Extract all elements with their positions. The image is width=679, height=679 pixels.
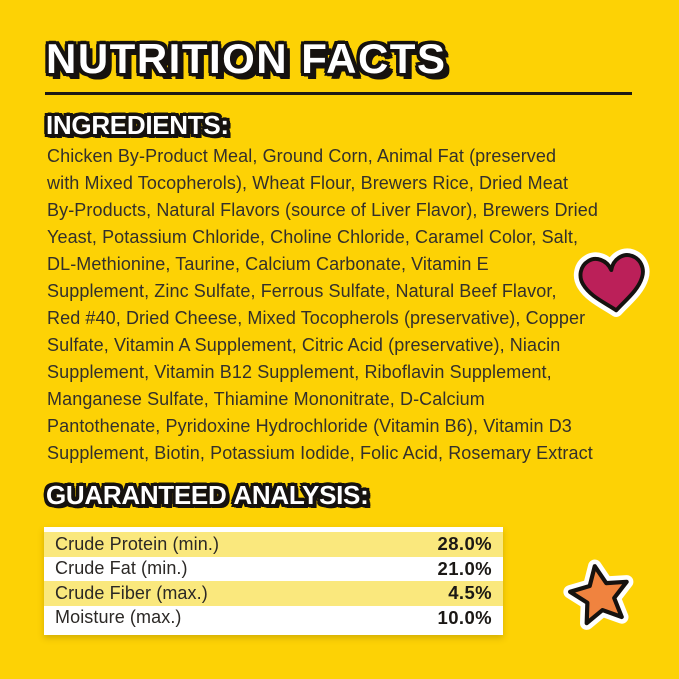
ingredients-heading: INGREDIENTS:	[46, 110, 229, 140]
table-row: Moisture (max.) 10.0%	[44, 606, 503, 631]
ingredients-text: Chicken By-Product Meal, Ground Corn, An…	[47, 143, 598, 467]
ingredients-line: Manganese Sulfate, Thiamine Mononitrate,…	[47, 389, 485, 409]
analysis-row-label: Crude Fiber (max.)	[55, 582, 208, 603]
page-title: NUTRITION FACTS	[46, 35, 447, 82]
heart-icon	[570, 241, 657, 328]
ingredients-line: By-Products, Natural Flavors (source of …	[47, 200, 598, 220]
ingredients-line: Supplement, Biotin, Potassium Iodide, Fo…	[47, 443, 593, 463]
analysis-row-label: Moisture (max.)	[55, 607, 182, 628]
ingredients-line: Supplement, Zinc Sulfate, Ferrous Sulfat…	[47, 281, 557, 301]
analysis-row-value: 10.0%	[437, 606, 492, 628]
guaranteed-analysis-table: Crude Protein (min.) 28.0% Crude Fat (mi…	[44, 527, 503, 635]
ingredients-line: Red #40, Dried Cheese, Mixed Tocopherols…	[47, 308, 586, 328]
star-icon	[551, 547, 648, 644]
guaranteed-analysis-heading: GUARANTEED ANALYSIS:	[46, 480, 369, 510]
ingredients-line: Supplement, Vitamin B12 Supplement, Ribo…	[47, 362, 552, 382]
ingredients-line: Yeast, Potassium Chloride, Choline Chlor…	[47, 227, 579, 247]
table-row: Crude Fiber (max.) 4.5%	[44, 581, 503, 606]
table-row: Crude Protein (min.) 28.0%	[44, 532, 503, 557]
ingredients-line: Pantothenate, Pyridoxine Hydrochloride (…	[47, 416, 572, 436]
analysis-row-value: 21.0%	[437, 557, 492, 579]
table-row: Crude Fat (min.) 21.0%	[44, 557, 503, 582]
ingredients-line: Sulfate, Vitamin A Supplement, Citric Ac…	[47, 335, 561, 355]
analysis-row-value: 28.0%	[437, 533, 492, 555]
title-divider	[45, 92, 632, 95]
analysis-row-value: 4.5%	[448, 582, 492, 604]
ingredients-line: Chicken By-Product Meal, Ground Corn, An…	[47, 146, 557, 166]
ingredients-line: with Mixed Tocopherols), Wheat Flour, Br…	[47, 173, 569, 193]
analysis-row-label: Crude Protein (min.)	[55, 533, 220, 554]
analysis-row-label: Crude Fat (min.)	[55, 558, 188, 579]
ingredients-line: DL-Methionine, Taurine, Calcium Carbonat…	[47, 254, 489, 274]
